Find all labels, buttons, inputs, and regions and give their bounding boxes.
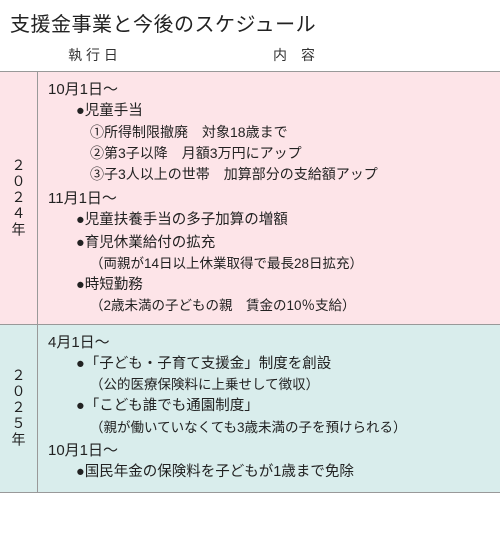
year-section: ２０２４年 10月1日～●児童手当①所得制限撤廃 対象18歳まで②第3子以降 月額… xyxy=(0,72,500,325)
sections-container: ２０２４年10月1日～●児童手当①所得制限撤廃 対象18歳まで②第3子以降 月額… xyxy=(0,72,500,493)
date-block: 10月1日～●児童手当①所得制限撤廃 対象18歳まで②第3子以降 月額3万円にア… xyxy=(48,78,494,185)
item-line: ●「こども誰でも通園制度」 xyxy=(48,395,494,417)
year-label: ２０２５年 xyxy=(0,325,38,492)
item-line: ●育児休業給付の拡充 xyxy=(48,232,494,254)
item-line: ●児童手当 xyxy=(48,100,494,122)
note-line: （親が働いていなくても3歳未満の子を預けられる） xyxy=(48,418,494,438)
schedule-table: 支援金事業と今後のスケジュール 執 行 日 内 容 ２０２４年10月1日～●児童… xyxy=(0,0,500,540)
item-line: ●児童扶養手当の多子加算の増額 xyxy=(48,209,494,231)
header-date: 執 行 日 xyxy=(38,45,148,65)
note-line: （2歳未満の子どもの親 賃金の10％支給） xyxy=(48,296,494,316)
item-line: ●国民年金の保険料を子どもが1歳まで免除 xyxy=(48,461,494,483)
year-body: 4月1日～●「子ども・子育て支援金」制度を創設（公的医療保険料に上乗せして徴収）… xyxy=(38,325,500,492)
header-content: 内 容 xyxy=(148,45,500,65)
year-label: ２０２４年 xyxy=(0,72,38,324)
date-line: 10月1日～ xyxy=(48,439,494,460)
sub-line: ③子3人以上の世帯 加算部分の支給額アップ xyxy=(48,164,494,185)
date-block: 10月1日～●国民年金の保険料を子どもが1歳まで免除 xyxy=(48,439,494,483)
date-line: 11月1日～ xyxy=(48,187,494,208)
table-header: 執 行 日 内 容 xyxy=(0,43,500,72)
date-line: 10月1日～ xyxy=(48,78,494,99)
date-block: 11月1日～●児童扶養手当の多子加算の増額●育児休業給付の拡充（両親が14日以上… xyxy=(48,187,494,316)
year-body: 10月1日～●児童手当①所得制限撤廃 対象18歳まで②第3子以降 月額3万円にア… xyxy=(38,72,500,324)
page-title: 支援金事業と今後のスケジュール xyxy=(0,0,500,43)
year-section: ２０２５年 4月1日～●「子ども・子育て支援金」制度を創設（公的医療保険料に上乗せ… xyxy=(0,325,500,493)
header-spacer xyxy=(0,45,38,65)
note-line: （公的医療保険料に上乗せして徴収） xyxy=(48,375,494,395)
date-line: 4月1日～ xyxy=(48,331,494,352)
note-line: （両親が14日以上休業取得で最長28日拡充） xyxy=(48,254,494,274)
date-block: 4月1日～●「子ども・子育て支援金」制度を創設（公的医療保険料に上乗せして徴収）… xyxy=(48,331,494,437)
item-line: ●「子ども・子育て支援金」制度を創設 xyxy=(48,353,494,375)
sub-line: ①所得制限撤廃 対象18歳まで xyxy=(48,122,494,143)
sub-line: ②第3子以降 月額3万円にアップ xyxy=(48,143,494,164)
item-line: ●時短勤務 xyxy=(48,274,494,296)
